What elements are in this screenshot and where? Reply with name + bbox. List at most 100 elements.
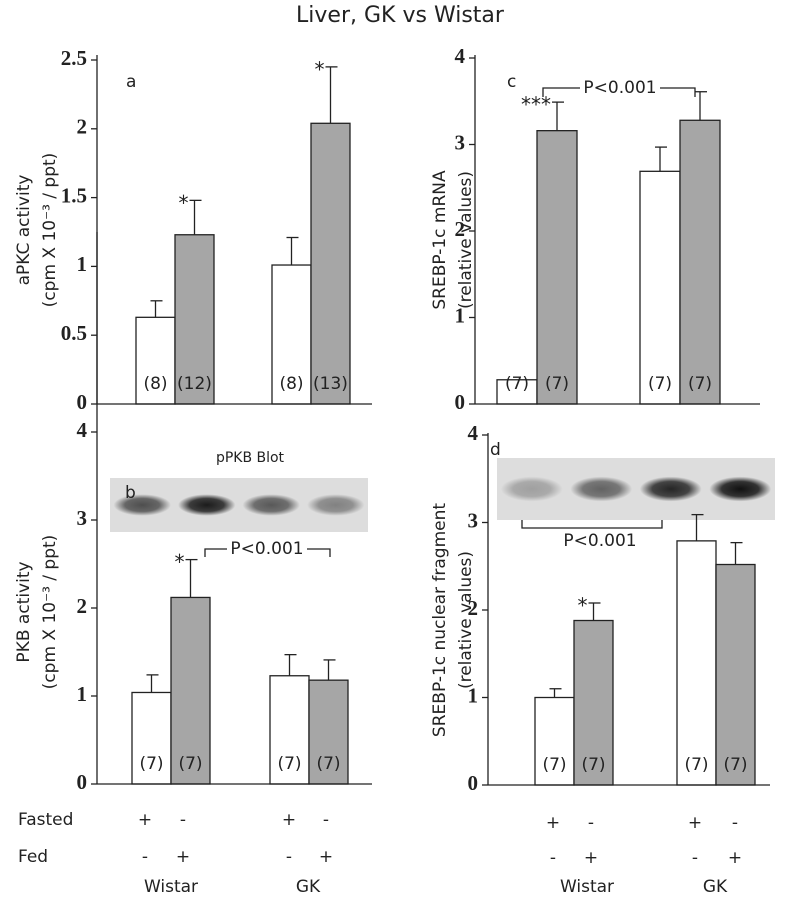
- condition-mark: +: [546, 813, 560, 833]
- y-axis-label: SREBP-1c nuclear fragment: [430, 503, 450, 737]
- n-label: (7): [277, 754, 301, 774]
- condition-mark: +: [584, 848, 598, 868]
- bar: [310, 122, 351, 405]
- y-tick-label: 0: [455, 390, 466, 414]
- y-tick-label: 1: [77, 682, 88, 706]
- bar: [639, 170, 681, 405]
- panel-letter: a: [126, 72, 136, 92]
- y-tick-label: 0: [468, 771, 479, 795]
- n-label: (7): [139, 754, 163, 774]
- y-tick-label: 1: [455, 303, 466, 327]
- y-tick-label: 1.5: [61, 183, 87, 207]
- group-label: Wistar: [144, 877, 198, 897]
- bar: [135, 316, 176, 405]
- bar: [676, 540, 717, 786]
- n-label: (7): [723, 755, 747, 775]
- significance: *: [175, 550, 185, 574]
- bracket-label: P<0.001: [563, 531, 636, 551]
- panel-letter: b: [125, 483, 136, 503]
- significance: *: [315, 57, 325, 81]
- bar: [308, 679, 349, 785]
- condition-mark: -: [692, 848, 698, 868]
- y-tick-label: 3: [455, 130, 466, 154]
- significance: *: [578, 594, 588, 618]
- bar: [536, 130, 578, 405]
- y-axis-label: PKB activity: [14, 561, 34, 662]
- bar: [573, 619, 614, 786]
- bracket-label: P<0.001: [230, 539, 303, 559]
- y-tick-label: 1: [468, 683, 479, 707]
- significance: ***: [521, 93, 551, 117]
- y-tick-label: 2: [455, 217, 466, 241]
- condition-mark: +: [176, 847, 190, 867]
- y-tick-label: 3: [468, 508, 479, 532]
- condition-label: Fasted: [18, 810, 73, 830]
- n-label: (7): [684, 755, 708, 775]
- condition-mark: +: [138, 810, 152, 830]
- blot-label: pPKB Blot: [216, 450, 285, 466]
- condition-mark: -: [732, 813, 738, 833]
- n-label: (7): [316, 754, 340, 774]
- blot-band: [242, 494, 300, 516]
- y-axis-label: (relative values): [456, 171, 476, 309]
- n-label: (8): [143, 374, 167, 394]
- panel-letter: c: [507, 72, 516, 92]
- y-tick-label: 2.5: [61, 46, 87, 70]
- group-label: GK: [703, 877, 728, 897]
- condition-mark: -: [180, 810, 186, 830]
- blot-band: [307, 494, 365, 516]
- y-tick-label: 2: [77, 115, 88, 139]
- bar: [131, 691, 172, 785]
- significance: *: [179, 191, 189, 215]
- group-label: GK: [296, 877, 321, 897]
- n-label: (7): [505, 374, 529, 394]
- figure-title: Liver, GK vs Wistar: [296, 3, 505, 28]
- n-label: (12): [177, 374, 212, 394]
- y-axis-label: SREBP-1c mRNA: [430, 170, 450, 310]
- n-label: (7): [648, 374, 672, 394]
- condition-label: Fed: [18, 847, 48, 867]
- condition-mark: -: [286, 847, 292, 867]
- group-label: Wistar: [560, 877, 614, 897]
- condition-mark: +: [728, 848, 742, 868]
- n-label: (7): [688, 374, 712, 394]
- y-tick-label: 4: [455, 44, 466, 68]
- condition-mark: -: [142, 847, 148, 867]
- condition-mark: +: [688, 813, 702, 833]
- bracket: [542, 87, 696, 97]
- bracket-label: P<0.001: [583, 78, 656, 98]
- y-tick-label: 2: [468, 596, 479, 620]
- y-tick-label: 0: [77, 770, 88, 794]
- bar: [269, 675, 310, 785]
- y-axis-label: (relative values): [456, 551, 476, 689]
- condition-mark: -: [323, 810, 329, 830]
- blot-band: [500, 476, 563, 502]
- y-tick-label: 3: [77, 506, 88, 530]
- condition-mark: +: [319, 847, 333, 867]
- bar: [679, 119, 721, 405]
- n-label: (7): [581, 755, 605, 775]
- bracket: [521, 520, 663, 529]
- blot-band: [709, 476, 772, 502]
- blot-band: [570, 476, 633, 502]
- y-axis-label: (cpm X 10⁻³ / ppt): [40, 153, 60, 308]
- n-label: (7): [545, 374, 569, 394]
- y-tick-label: 1: [77, 252, 88, 276]
- blot-band: [113, 494, 171, 516]
- condition-mark: -: [588, 813, 594, 833]
- y-axis-label: (cpm X 10⁻³ / ppt): [40, 535, 60, 690]
- y-axis-label: aPKC activity: [14, 175, 34, 286]
- panel-letter: d: [490, 440, 501, 460]
- n-label: (7): [178, 754, 202, 774]
- condition-mark: +: [282, 810, 296, 830]
- n-label: (7): [542, 755, 566, 775]
- n-label: (13): [313, 374, 348, 394]
- y-tick-label: 0: [77, 390, 88, 414]
- blot-band: [178, 494, 236, 516]
- bracket: [204, 548, 331, 557]
- n-label: (8): [279, 374, 303, 394]
- condition-mark: -: [550, 848, 556, 868]
- bar: [496, 379, 538, 405]
- y-tick-label: 0.5: [61, 321, 87, 345]
